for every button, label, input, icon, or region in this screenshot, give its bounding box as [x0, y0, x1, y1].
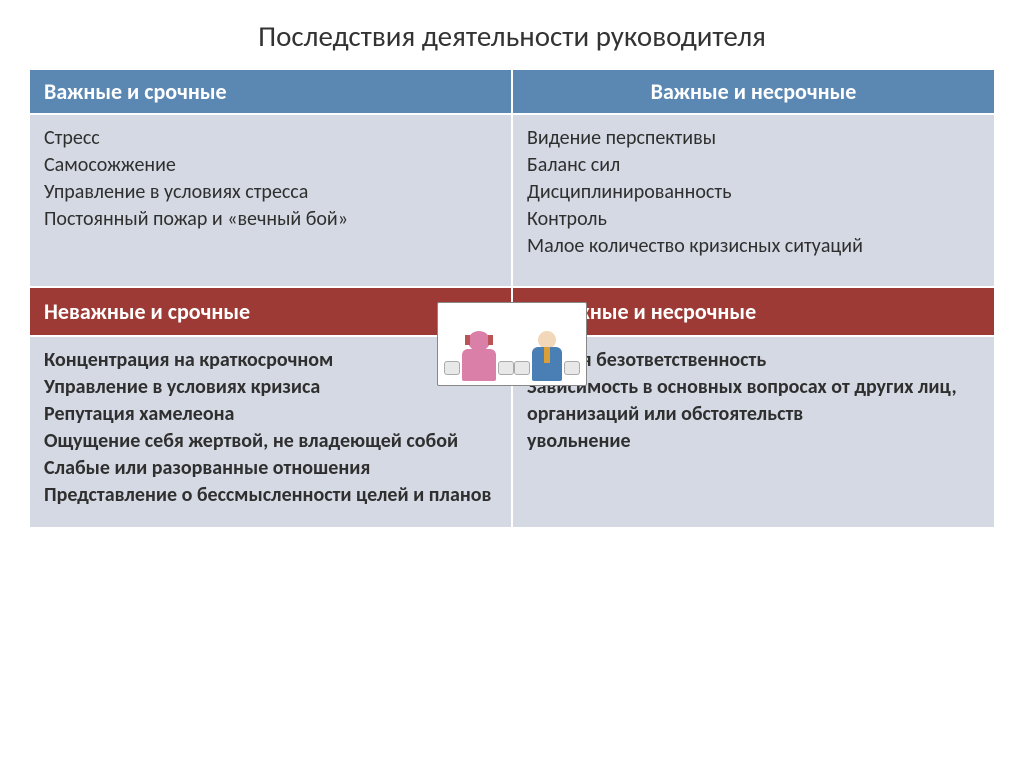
q2-cell: Видение перспективы Баланс сил Дисциплин… [512, 114, 995, 287]
q4-line: Зависимость в основных вопросах от други… [527, 374, 980, 428]
slide-container: Последствия деятельности руководителя Ва… [0, 0, 1024, 767]
q3-line: Управление в условиях кризиса [44, 374, 497, 401]
q2-line: Малое количество кризисных ситуаций [527, 233, 980, 260]
q1-line: Самосожжение [44, 152, 497, 179]
q2-line: Видение перспективы [527, 125, 980, 152]
q1-line: Постоянный пожар и «вечный бой» [44, 206, 497, 233]
q4-line: увольнение [527, 428, 980, 455]
left-figure-icon [462, 331, 496, 381]
q3-line: Репутация хамелеона [44, 401, 497, 428]
right-figure-icon [532, 331, 562, 381]
q3-line: Представление о бессмысленности целей и … [44, 482, 497, 509]
q2-line: Дисциплинированность [527, 179, 980, 206]
q1-line: Управление в условиях стресса [44, 179, 497, 206]
q1-line: Стресс [44, 125, 497, 152]
slide-title: Последствия деятельности руководителя [28, 18, 996, 54]
q2-header: Важные и несрочные [512, 69, 995, 114]
q3-line: Ощущение себя жертвой, не владеющей собо… [44, 428, 497, 455]
q1-header: Важные и срочные [29, 69, 512, 114]
center-illustration-icon [437, 302, 587, 386]
q2-line: Контроль [527, 206, 980, 233]
q1-cell: Стресс Самосожжение Управление в условия… [29, 114, 512, 287]
q3-line: Концентрация на краткосрочном [44, 347, 497, 374]
q3-line: Слабые или разорванные отношения [44, 455, 497, 482]
q2-line: Баланс сил [527, 152, 980, 179]
q4-line: Полная безответственность [527, 347, 980, 374]
priority-matrix: Важные и срочные Важные и несрочные Стре… [28, 68, 996, 529]
